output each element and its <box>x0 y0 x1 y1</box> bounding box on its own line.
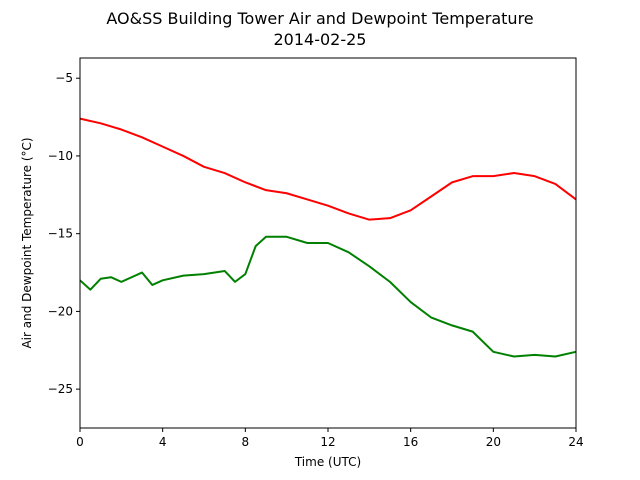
x-axis-label: Time (UTC) <box>294 455 361 469</box>
x-tick-label: 24 <box>568 435 583 449</box>
chart-subtitle: 2014-02-25 <box>274 30 367 49</box>
y-axis-label: Air and Dewpoint Temperature (°C) <box>20 137 34 348</box>
chart-title: AO&SS Building Tower Air and Dewpoint Te… <box>106 9 533 28</box>
plot-frame <box>79 57 577 429</box>
y-tick-label: −15 <box>48 227 73 241</box>
x-tick-label: 20 <box>486 435 501 449</box>
x-tick-label: 12 <box>320 435 335 449</box>
x-tick-label: 4 <box>159 435 167 449</box>
y-tick-label: −10 <box>48 149 73 163</box>
tick-layer: 0 4 8 12 16 20 24 −25 −20 −15 −10 −5 <box>48 71 584 449</box>
series-line-1 <box>79 117 577 221</box>
x-tick-label: 8 <box>242 435 250 449</box>
y-tick-label: −5 <box>55 71 73 85</box>
series-line-2 <box>79 235 577 358</box>
x-tick-label: 0 <box>76 435 84 449</box>
y-tick-label: −25 <box>48 382 73 396</box>
x-tick-label: 16 <box>403 435 418 449</box>
series-layer <box>79 117 577 358</box>
y-tick-label: −20 <box>48 304 73 318</box>
